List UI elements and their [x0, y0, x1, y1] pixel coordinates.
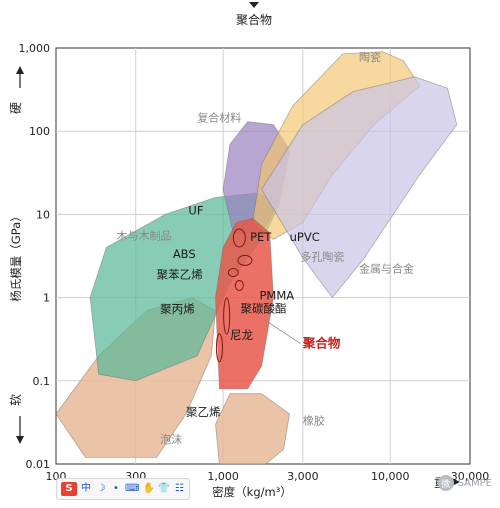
label-metals: 金属与合金: [359, 262, 414, 276]
blob-pp: [223, 297, 231, 335]
y-tick-label: 0.1: [33, 375, 51, 388]
blob-uf: [232, 228, 246, 248]
arrow-top-icon: [249, 2, 259, 8]
label-uf: UF: [188, 203, 203, 217]
region-metals: [261, 76, 458, 299]
label-composites: 复合材料: [197, 111, 241, 125]
region-polymers: [215, 217, 274, 390]
watermark: 微 SAMPE: [437, 475, 492, 491]
connector-polymers: [263, 318, 301, 344]
label-pmma: PMMA: [259, 288, 294, 302]
keyboard-icon[interactable]: ⌨: [125, 483, 140, 494]
y-tick-label: 1,000: [19, 42, 51, 55]
arrow-right-icon: [452, 478, 460, 486]
x-tick-label: 1,000: [207, 470, 239, 483]
y-tick-label: 1: [43, 292, 50, 305]
y-annotation-hard: 硬: [9, 102, 23, 114]
watermark-text: SAMPE: [457, 477, 492, 489]
x-tick-label: 3,000: [287, 470, 319, 483]
blob-abs: [227, 268, 239, 278]
label-wood: 木与木制品: [116, 229, 171, 242]
ime-toolbar[interactable]: S 中 ☽ • ⌨ ✋ 👕 ☷: [56, 478, 191, 500]
regions: [55, 51, 458, 465]
label-ceramics: 陶瓷: [359, 50, 381, 64]
label-polymers-highlight: 聚合物: [302, 336, 341, 351]
y-tick-label: 0.01: [26, 458, 51, 471]
label-rubber: 橡胶: [303, 413, 325, 427]
hand-icon[interactable]: ✋: [142, 483, 155, 494]
y-tick-label: 10: [36, 208, 50, 221]
region-rubber: [215, 393, 291, 465]
label-porous-ceramics: 多孔陶瓷: [300, 249, 344, 263]
label-upvc: uPVC: [290, 230, 320, 244]
label-pc: 聚碳酸酯: [240, 302, 286, 316]
label-abs: ABS: [173, 247, 196, 261]
y-axis-title: 杨氏模量（GPa）: [9, 210, 23, 301]
toolbar-item-language[interactable]: 中: [81, 483, 91, 494]
arrow-up-icon: [16, 66, 24, 74]
label-foam: 泡沫: [160, 432, 182, 446]
label-ps: 聚苯乙烯: [157, 267, 203, 281]
label-nylon: 尼龙: [230, 328, 253, 342]
axes: 100 300 1,000 3,000 10,000 30,0000.010.111010…: [9, 2, 489, 499]
label-pet: PET: [250, 230, 272, 244]
grid-icon[interactable]: ☷: [174, 483, 184, 494]
x-axis-title: 密度（kg/m³）: [212, 485, 292, 499]
y-annotation-soft: 软: [9, 394, 23, 406]
x-tick-label: 10,000: [371, 470, 410, 483]
label-pe: 聚乙烯: [186, 405, 221, 419]
blob-pmma: [234, 279, 244, 291]
x-tick-label: 30,000: [451, 470, 490, 483]
shirt-icon[interactable]: 👕: [157, 483, 171, 494]
y-tick-label: 100: [29, 125, 50, 138]
wechat-icon: 微: [437, 475, 454, 491]
arrow-down-icon: [16, 436, 24, 444]
blob-pe: [215, 333, 223, 363]
top-label: 聚合物: [236, 12, 272, 27]
blob-pet: [237, 254, 253, 266]
moon-icon[interactable]: ☽: [96, 483, 106, 494]
brand-icon[interactable]: S: [61, 482, 77, 496]
label-pp: 聚丙烯: [160, 302, 195, 316]
dot-icon[interactable]: •: [113, 483, 119, 494]
